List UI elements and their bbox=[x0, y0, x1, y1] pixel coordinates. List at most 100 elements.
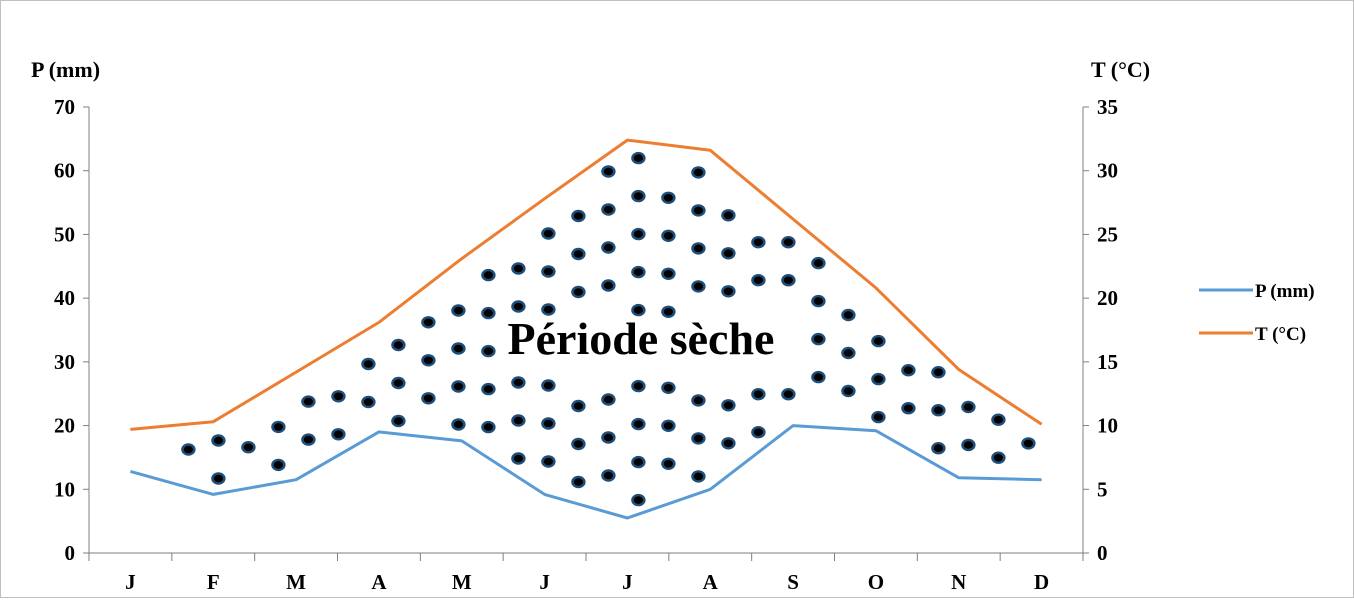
dry-dot bbox=[843, 311, 854, 319]
x-tick-label: N bbox=[951, 570, 966, 594]
dry-dot bbox=[513, 302, 524, 311]
dry-dot bbox=[573, 402, 584, 410]
dry-dot bbox=[633, 420, 644, 428]
series bbox=[129, 138, 1043, 520]
dry-dot bbox=[453, 382, 463, 391]
dry-dot bbox=[513, 264, 524, 273]
dry-dot bbox=[663, 308, 674, 316]
dry-dot bbox=[663, 384, 674, 392]
x-tick-label: J bbox=[622, 570, 633, 594]
dry-dot bbox=[513, 416, 524, 425]
left-axis-title: P (mm) bbox=[31, 57, 100, 82]
dry-dot bbox=[1023, 439, 1033, 448]
dry-dot bbox=[693, 396, 704, 405]
dry-dot bbox=[543, 457, 554, 466]
dry-dot bbox=[543, 305, 554, 314]
dry-dot bbox=[213, 436, 223, 445]
dry-dot bbox=[723, 401, 734, 410]
dry-dot bbox=[393, 417, 403, 425]
legend-label-t: T (°C) bbox=[1255, 324, 1306, 345]
x-tick-label: J bbox=[125, 570, 136, 594]
dry-dot bbox=[333, 392, 343, 401]
dry-dot bbox=[303, 435, 313, 444]
dry-dot bbox=[843, 387, 854, 395]
dry-dot bbox=[753, 238, 764, 246]
x-tick-label: A bbox=[703, 570, 719, 594]
dry-dot bbox=[993, 453, 1004, 462]
right-tick-label: 30 bbox=[1097, 159, 1118, 183]
dry-dot bbox=[693, 206, 704, 215]
dry-dot bbox=[603, 433, 614, 442]
dry-period-label: Période sèche bbox=[508, 313, 775, 364]
x-tick-label: S bbox=[787, 570, 799, 594]
temperature-line bbox=[130, 138, 1043, 431]
x-tick-label: A bbox=[371, 570, 387, 594]
dry-dot bbox=[423, 356, 433, 365]
dry-dot bbox=[933, 406, 944, 415]
dry-dot bbox=[603, 281, 614, 290]
dry-dot bbox=[723, 439, 734, 448]
x-tick-label: D bbox=[1034, 570, 1049, 594]
right-tick-label: 15 bbox=[1097, 350, 1118, 374]
dry-period-dots bbox=[181, 151, 1036, 507]
dry-dot bbox=[273, 461, 283, 469]
legend: P (mm) T (°C) bbox=[1199, 281, 1315, 345]
dry-dot bbox=[633, 268, 644, 276]
x-tick-label: F bbox=[207, 570, 220, 594]
dry-dot bbox=[663, 270, 674, 278]
dry-dot bbox=[633, 192, 644, 200]
left-tick-label: 0 bbox=[65, 541, 76, 565]
right-tick-label: 35 bbox=[1097, 95, 1118, 119]
x-tick-label: J bbox=[539, 570, 550, 594]
dry-dot bbox=[753, 428, 764, 437]
dry-dot bbox=[963, 403, 974, 411]
left-tick-label: 30 bbox=[54, 350, 75, 374]
dry-dot bbox=[393, 379, 403, 387]
dry-dot bbox=[303, 397, 313, 406]
dry-dot bbox=[873, 375, 884, 383]
dry-dot bbox=[183, 445, 193, 454]
dry-dot bbox=[603, 471, 614, 480]
left-tick-label: 40 bbox=[54, 286, 75, 310]
dry-dot bbox=[633, 154, 644, 162]
dry-dot bbox=[603, 205, 614, 214]
dry-dot bbox=[393, 341, 403, 349]
dry-dot bbox=[483, 271, 493, 279]
dry-dot bbox=[603, 243, 614, 252]
right-tick-label: 10 bbox=[1097, 414, 1118, 438]
precipitation-line bbox=[129, 424, 1042, 520]
dry-dot bbox=[453, 306, 463, 315]
dry-dot bbox=[273, 423, 283, 431]
dry-dot bbox=[513, 454, 524, 463]
dry-dot bbox=[453, 344, 463, 353]
dry-dot bbox=[843, 349, 854, 357]
dry-dot bbox=[543, 267, 554, 276]
dry-dot bbox=[483, 385, 493, 393]
dry-dot bbox=[423, 318, 433, 327]
dry-dot bbox=[723, 211, 734, 220]
dry-dot bbox=[243, 443, 253, 452]
left-tick-label: 10 bbox=[54, 477, 75, 501]
dry-dot bbox=[363, 398, 373, 406]
dry-dot bbox=[663, 422, 674, 430]
dry-dot bbox=[453, 420, 463, 429]
dry-dot bbox=[573, 478, 584, 486]
dry-dot bbox=[483, 423, 493, 431]
dry-dot bbox=[723, 287, 734, 296]
left-tick-label: 50 bbox=[54, 222, 75, 246]
dry-dot bbox=[873, 413, 884, 421]
dry-dot bbox=[603, 395, 614, 404]
dry-dot bbox=[933, 368, 944, 377]
x-tick-label: M bbox=[286, 570, 306, 594]
dry-dot bbox=[663, 232, 674, 240]
dry-dot bbox=[483, 347, 493, 355]
dry-dot bbox=[663, 460, 674, 468]
dry-dot bbox=[633, 382, 644, 390]
dry-dot bbox=[513, 378, 524, 387]
dry-dot bbox=[783, 238, 794, 246]
dry-dot bbox=[813, 297, 824, 305]
dry-dot bbox=[813, 259, 824, 267]
dry-dot bbox=[783, 390, 794, 399]
